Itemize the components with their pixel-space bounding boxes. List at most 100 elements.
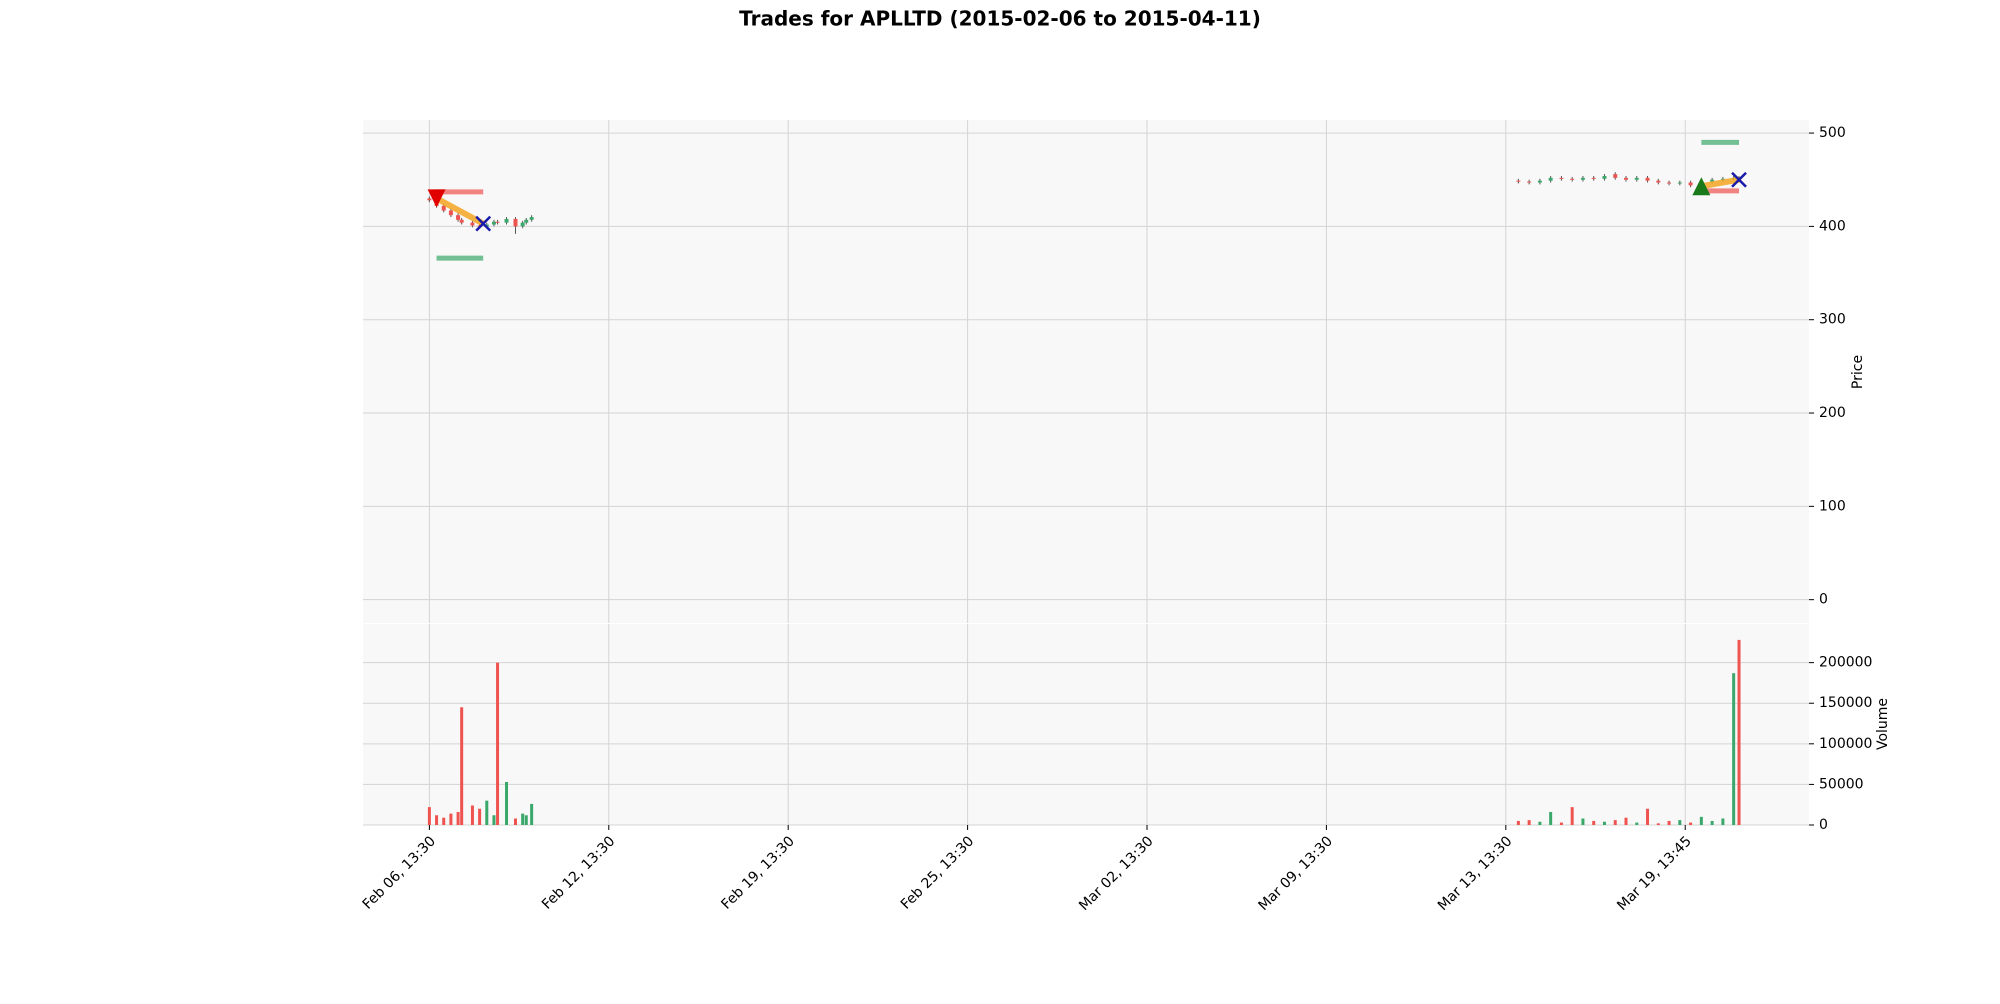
- volume-bar: [485, 800, 489, 825]
- candle-body: [470, 222, 475, 226]
- volume-bar: [470, 805, 474, 825]
- volume-tick-label: 50000: [1819, 776, 1864, 792]
- volume-bar: [1646, 808, 1650, 825]
- volume-bar: [427, 807, 431, 825]
- candle-body: [520, 222, 525, 227]
- volume-bar: [1581, 818, 1585, 825]
- volume-bar: [449, 813, 453, 825]
- candle-body: [456, 215, 461, 220]
- volume-bar: [1527, 820, 1531, 825]
- candle-body: [427, 198, 432, 201]
- candle-body: [1559, 177, 1564, 179]
- volume-bar: [1699, 816, 1703, 825]
- x-tick-label: Mar 13, 13:30: [1435, 833, 1516, 914]
- candle-body: [459, 219, 464, 223]
- volume-bar: [1570, 807, 1574, 825]
- exit-marker: [1731, 171, 1747, 188]
- volume-bar: [1538, 821, 1542, 825]
- y-tick-label: 0: [1819, 592, 1828, 608]
- candle-body: [441, 205, 446, 211]
- volume-bar: [478, 808, 482, 825]
- candle-body: [1516, 180, 1521, 182]
- candle-body: [1656, 180, 1661, 183]
- candle-body: [1677, 182, 1682, 184]
- volume-bar: [442, 817, 446, 825]
- x-tick-label: Feb 12, 13:30: [539, 833, 618, 912]
- volume-tick-label: 0: [1819, 817, 1828, 833]
- volume-bar: [1635, 822, 1639, 825]
- candle-body: [1570, 178, 1575, 180]
- entry-marker: [427, 189, 446, 208]
- y-tick-label: 400: [1819, 218, 1846, 234]
- volume-bar: [456, 812, 460, 825]
- trade-path: [1700, 176, 1740, 190]
- price-panel: [363, 120, 1809, 623]
- x-tick-label: Feb 19, 13:30: [718, 833, 797, 912]
- volume-bar: [1516, 820, 1520, 825]
- candle-body: [448, 210, 453, 216]
- volume-bar: [1678, 820, 1682, 825]
- volume-tick-label: 100000: [1819, 736, 1872, 752]
- candle-body: [1720, 178, 1725, 180]
- volume-axis-label: Volume: [1875, 698, 1891, 750]
- chart-title: Trades for APLLTD (2015-02-06 to 2015-04…: [739, 7, 1261, 31]
- volume-tick-label: 200000: [1819, 655, 1872, 671]
- volume-bar: [496, 662, 500, 825]
- candle-body: [1527, 181, 1532, 183]
- candle-body: [513, 218, 518, 227]
- volume-bar: [492, 815, 496, 825]
- volume-bar: [1667, 820, 1671, 825]
- trade-path: [435, 195, 485, 227]
- candle-body: [1537, 180, 1542, 183]
- volume-bar: [1613, 820, 1617, 825]
- volume-bar: [513, 818, 517, 825]
- candle-body: [1591, 177, 1596, 179]
- volume-bar: [1710, 820, 1714, 825]
- x-tick-label: Mar 09, 13:30: [1255, 833, 1336, 914]
- candle-body: [1688, 182, 1693, 186]
- volume-bar: [505, 781, 509, 825]
- volume-bar: [1732, 673, 1736, 825]
- candle-body: [1710, 179, 1715, 182]
- candle-body: [1667, 182, 1672, 184]
- volume-bar: [530, 803, 534, 825]
- volume-bar: [1737, 639, 1741, 825]
- volume-bar: [1689, 822, 1693, 825]
- candle-body: [1548, 177, 1553, 181]
- candle-body: [1580, 177, 1585, 180]
- price-axis-label: Price: [1850, 355, 1866, 389]
- candle-body: [495, 221, 500, 223]
- entry-marker: [1692, 177, 1711, 196]
- y-tick-label: 500: [1819, 125, 1846, 141]
- volume-bar: [521, 813, 525, 825]
- volume-bar: [524, 815, 528, 825]
- x-tick-label: Feb 06, 13:30: [360, 833, 439, 912]
- candle-body: [491, 221, 496, 225]
- exit-marker: [475, 215, 492, 232]
- volume-panel: [363, 624, 1809, 825]
- volume-bar: [1656, 823, 1660, 825]
- candle-body: [1634, 177, 1639, 180]
- volume-tick-label: 150000: [1819, 695, 1872, 711]
- candle-body: [504, 218, 509, 223]
- candle-body: [1624, 177, 1629, 180]
- volume-bar: [460, 707, 464, 825]
- x-tick-label: Mar 19, 13:45: [1614, 833, 1695, 914]
- x-tick-label: Mar 02, 13:30: [1076, 833, 1157, 914]
- y-tick-label: 100: [1819, 498, 1846, 514]
- candle-body: [1645, 177, 1650, 181]
- volume-bar: [1624, 817, 1628, 825]
- candle-body: [524, 219, 529, 223]
- volume-bar: [1592, 820, 1596, 825]
- candle-body: [1613, 174, 1618, 178]
- y-tick-label: 200: [1819, 405, 1846, 421]
- x-tick-label: Feb 25, 13:30: [898, 833, 977, 912]
- volume-bar: [1721, 818, 1725, 825]
- volume-bar: [1602, 821, 1606, 825]
- volume-bar: [1559, 822, 1563, 825]
- volume-bar: [1549, 812, 1553, 825]
- candle-body: [1602, 175, 1607, 179]
- y-tick-label: 300: [1819, 312, 1846, 328]
- candle-body: [529, 217, 534, 220]
